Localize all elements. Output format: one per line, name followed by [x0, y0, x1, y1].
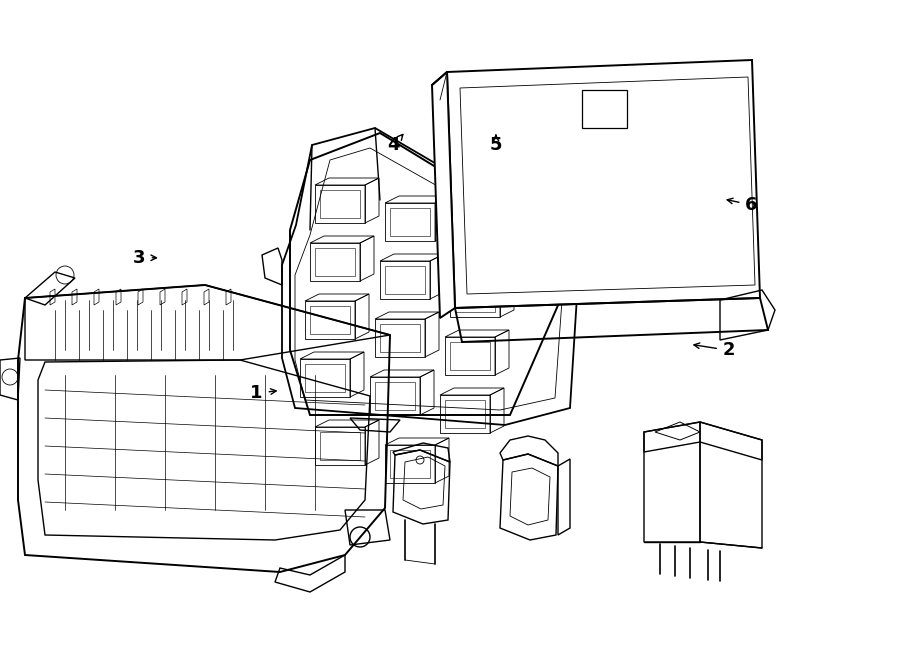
Text: 2: 2: [723, 341, 735, 360]
Bar: [320, 190, 360, 218]
Polygon shape: [432, 72, 455, 318]
Text: 1: 1: [250, 384, 263, 403]
Text: 6: 6: [745, 196, 758, 214]
Bar: [582, 90, 627, 128]
Bar: [455, 284, 495, 312]
Bar: [450, 342, 490, 370]
Bar: [320, 432, 360, 460]
Polygon shape: [447, 60, 760, 308]
Text: 5: 5: [490, 136, 502, 155]
Bar: [305, 364, 345, 392]
Text: 4: 4: [387, 136, 400, 155]
Bar: [375, 382, 415, 410]
Bar: [310, 306, 350, 334]
Bar: [460, 226, 500, 254]
Bar: [445, 400, 485, 428]
Bar: [385, 266, 425, 294]
Bar: [380, 324, 420, 352]
Bar: [315, 248, 355, 276]
Text: 3: 3: [133, 249, 146, 267]
Bar: [390, 208, 430, 236]
Bar: [390, 450, 430, 478]
